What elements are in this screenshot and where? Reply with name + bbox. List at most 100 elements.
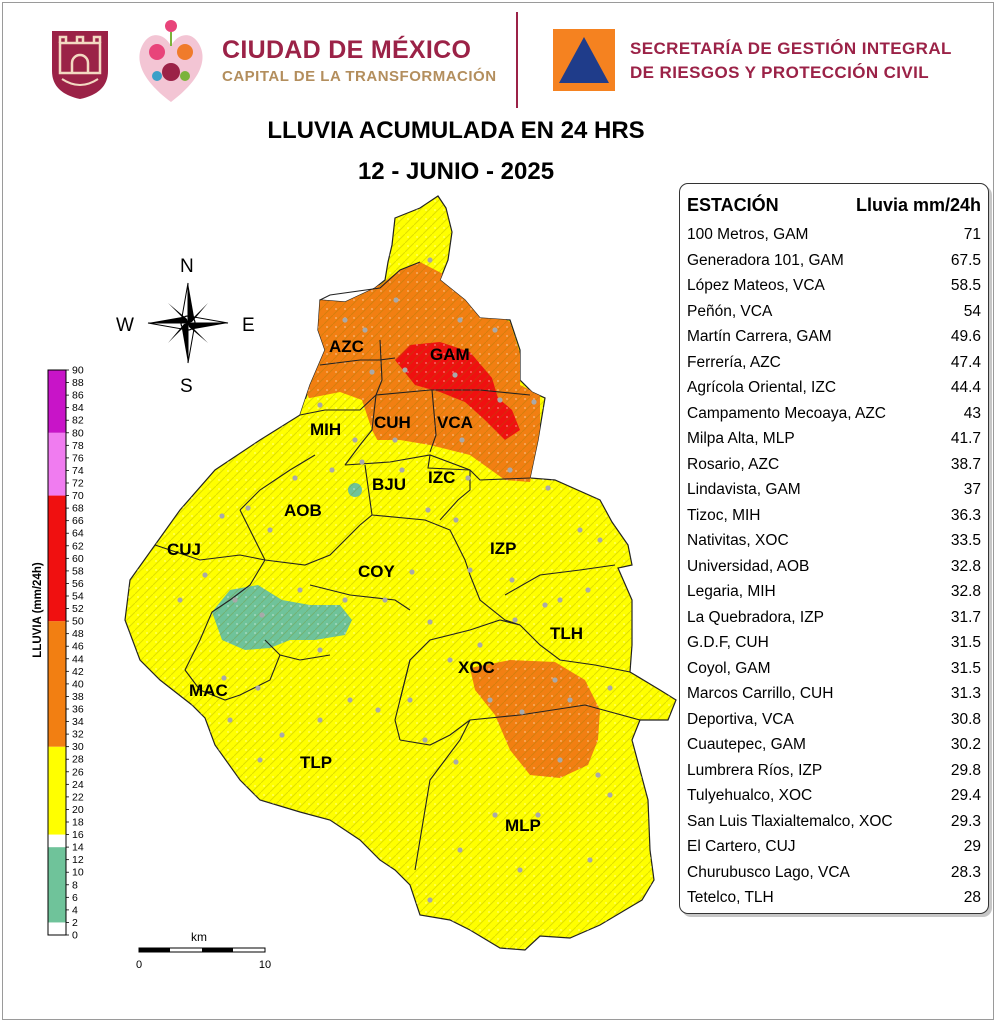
legend-tick-label: 4 (72, 904, 78, 916)
station-name: Generadora 101, GAM (687, 251, 844, 269)
station-dot (557, 757, 563, 763)
station-dot (595, 772, 601, 778)
station-dot (177, 597, 183, 603)
rain-value: 38.7 (950, 455, 981, 473)
legend-tick-label: 64 (72, 528, 84, 540)
rain-value: 36.3 (950, 506, 981, 524)
legend-tick-label: 0 (72, 930, 78, 942)
station-dot (245, 505, 251, 511)
station-dot (457, 317, 463, 323)
borough-label-aob: AOB (284, 501, 322, 520)
legend-tick-label: 68 (72, 503, 84, 515)
station-dot (407, 697, 413, 703)
legend-tick-label: 16 (72, 829, 84, 841)
station-dot (232, 597, 238, 603)
legend-tick-label: 14 (72, 842, 84, 854)
table-row: Legaria, MIH 32.8 (687, 583, 981, 608)
cdmx-shield-logo (52, 31, 108, 99)
station-dot (259, 612, 265, 618)
station-name: El Cartero, CUJ (687, 838, 796, 855)
table-row: Campamento Mecoaya, AZC 43 (687, 405, 981, 430)
rain-value: 30.8 (950, 710, 981, 728)
rain-value: 67.5 (950, 251, 981, 269)
rain-value: 31.5 (950, 659, 981, 677)
legend-tick-label: 24 (72, 779, 84, 791)
legend-tick-label: 54 (72, 591, 84, 603)
station-dot (557, 597, 563, 603)
legend-tick-label: 82 (72, 415, 84, 427)
station-name: G.D.F, CUH (687, 634, 769, 651)
legend-tick-label: 2 (72, 917, 78, 929)
rain-value: 29.3 (950, 812, 981, 830)
rain-value: 29.4 (950, 787, 981, 804)
table-header-station: ESTACIÓN (687, 195, 779, 215)
legend-tick-label: 42 (72, 666, 84, 678)
legend-band (48, 621, 66, 747)
legend-title: LLUVIA (mm/24h) (32, 562, 44, 658)
legend-tick-label: 84 (72, 402, 84, 414)
legend-tick-label: 28 (72, 754, 84, 766)
legend-tick-label: 78 (72, 440, 84, 452)
station-dot (359, 459, 365, 465)
legend-band (48, 370, 66, 433)
legend-tick-label: 72 (72, 478, 84, 490)
station-name: Milpa Alta, MLP (687, 430, 795, 447)
legend-tick-label: 66 (72, 515, 84, 527)
legend-tick-label: 12 (72, 854, 84, 866)
legend-tick-label: 30 (72, 741, 84, 753)
station-dot (452, 372, 458, 378)
table-row: Ferrería, AZC 47.4 (687, 354, 981, 379)
legend-tick-label: 6 (72, 892, 78, 904)
station-dot (453, 759, 459, 765)
station-dot (347, 697, 353, 703)
station-dot (427, 257, 433, 263)
table-row: Lumbrera Ríos, IZP 29.8 (687, 762, 981, 787)
rain-value: 32.8 (950, 583, 981, 600)
legend-tick-label: 26 (72, 766, 84, 778)
station-dot (375, 707, 381, 713)
station-dot (267, 527, 273, 533)
borough-label-tlp: TLP (300, 753, 332, 772)
table-header-rain: Lluvia mm/24h (855, 195, 981, 215)
legend-tick-label: 48 (72, 628, 84, 640)
station-name: López Mateos, VCA (687, 277, 825, 294)
table-row: Cuautepec, GAM 30.2 (687, 736, 981, 761)
station-dot (382, 597, 388, 603)
borough-label-mac: MAC (189, 681, 228, 700)
table-row: San Luis Tlaxialtemalco, XOC 29.3 (687, 813, 981, 838)
station-dot (597, 537, 603, 543)
station-dot (329, 467, 335, 473)
station-dot (519, 709, 525, 715)
table-row: Churubusco Lago, VCA 28.3 (687, 864, 981, 889)
table-row: Milpa Alta, MLP 41.7 (687, 430, 981, 455)
rain-value: 33.5 (950, 532, 981, 549)
table-row: Rosario, AZC 38.7 (687, 456, 981, 481)
city-tagline: CAPITAL DE LA TRANSFORMACIÓN (222, 68, 497, 85)
scale-end: 10 (259, 959, 271, 971)
rain-value: 49.6 (950, 328, 981, 345)
header-divider (516, 12, 518, 108)
station-dot (607, 792, 613, 798)
station-name: Universidad, AOB (687, 557, 810, 575)
station-dot (297, 587, 303, 593)
rain-value: 28 (963, 889, 981, 906)
legend-tick-label: 18 (72, 817, 84, 829)
legend-tick-label: 36 (72, 704, 84, 716)
station-dot (447, 657, 453, 663)
rain-value: 28.3 (950, 863, 981, 881)
legend-tick-label: 8 (72, 879, 78, 891)
cdmx-heart-logo (139, 20, 203, 102)
legend-band (48, 847, 66, 923)
station-table: ESTACIÓN Lluvia mm/24h 100 Metros, GAM 71… (679, 183, 989, 914)
rain-value: 32.8 (950, 557, 981, 575)
station-dot (425, 507, 431, 513)
borough-label-mih: MIH (310, 420, 341, 439)
table-row: Peñón, VCA 54 (687, 303, 981, 328)
table-row: Coyol, GAM 31.5 (687, 660, 981, 685)
station-dot (492, 327, 498, 333)
city-name: CIUDAD DE MÉXICO (222, 36, 472, 64)
station-dot (427, 897, 433, 903)
borough-label-vca: VCA (437, 413, 473, 432)
